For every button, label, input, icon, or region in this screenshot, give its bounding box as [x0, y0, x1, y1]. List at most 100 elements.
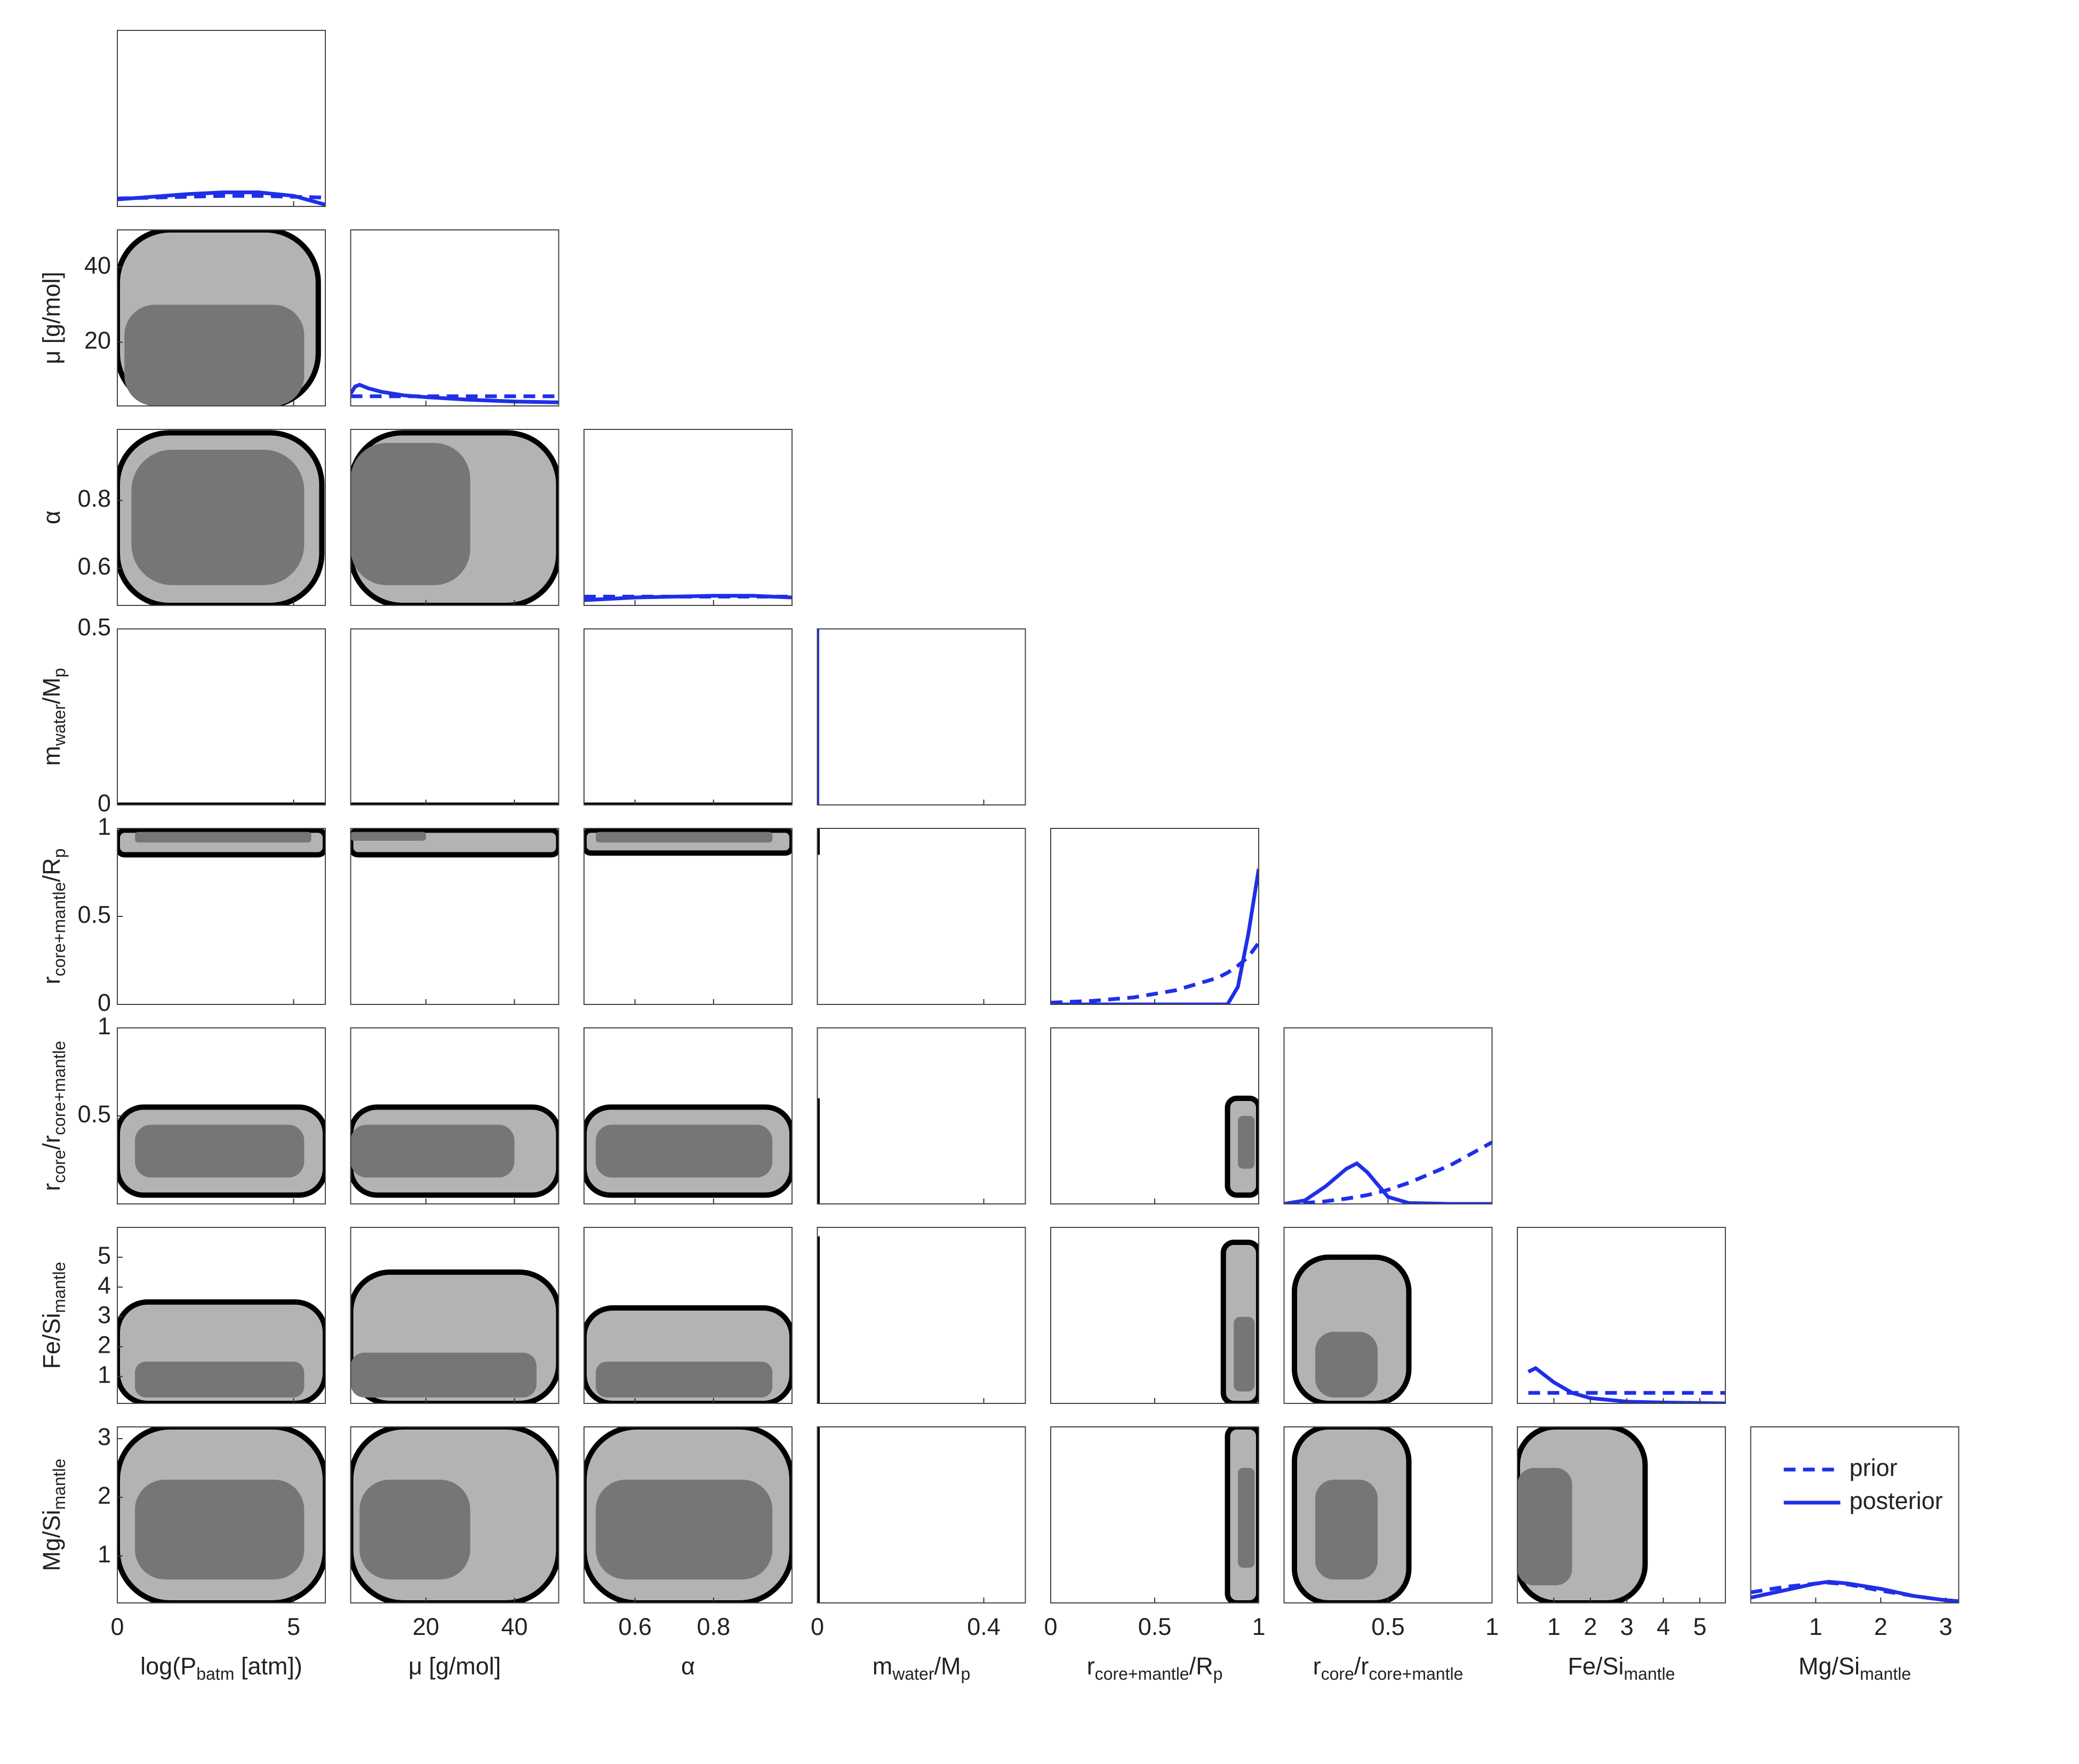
panel-bg [584, 828, 792, 1004]
label-subscript: mantle [50, 1262, 69, 1313]
label-subscript: p [1213, 1664, 1223, 1683]
panel-frame [583, 628, 793, 805]
axis-label: rcore/rcore+mantle [38, 1041, 69, 1191]
x-tick-label: 1 [1252, 1613, 1265, 1640]
panel-frame [1283, 1227, 1493, 1404]
x-tick-label: 20 [413, 1613, 439, 1640]
region-inner [135, 1124, 305, 1178]
axis-label: Fe/Simantle [38, 1262, 69, 1369]
region-inner [1517, 1468, 1572, 1585]
label-subscript: batm [196, 1664, 234, 1683]
panel-frame [117, 1027, 326, 1204]
y-tick-label: 40 [84, 252, 111, 279]
label-text: [atm]) [234, 1653, 302, 1680]
panel-frame [117, 229, 326, 406]
panel-frame [1050, 1227, 1259, 1404]
y-tick-label: 2 [98, 1331, 111, 1359]
panel [117, 190, 325, 206]
y-tick-label: 0.5 [77, 613, 111, 641]
axis-label: α [38, 510, 65, 524]
panel-frame [117, 1227, 326, 1404]
panel [117, 230, 321, 406]
panel-frame [1517, 1227, 1726, 1404]
label-text: Mg/Si [1798, 1653, 1860, 1680]
axis-label: mwater/Mp [38, 668, 69, 766]
label-subscript: core [1321, 1664, 1354, 1683]
panel-frame [117, 828, 326, 1005]
panel [584, 1427, 792, 1603]
label-text: r [38, 976, 65, 984]
panel-frame [1050, 828, 1259, 1005]
y-tick-label: 0 [98, 789, 111, 817]
panel [350, 828, 559, 858]
panel-bg [584, 629, 792, 805]
label-text: Fe/Si [38, 1313, 65, 1369]
region-inner [135, 1361, 305, 1398]
density-curve [1284, 1140, 1492, 1204]
panel-frame [1283, 1027, 1493, 1204]
x-tick-label: 40 [501, 1613, 527, 1640]
panel-frame [817, 628, 1026, 805]
panel [1051, 868, 1259, 1004]
region-inner [350, 443, 470, 585]
x-tick-label: 0.6 [618, 1613, 652, 1640]
panel [584, 594, 792, 602]
region-inner [596, 1480, 773, 1579]
x-tick-label: 0.4 [967, 1613, 1001, 1640]
panel [117, 1299, 325, 1403]
label-text: Fe/Si [1568, 1653, 1624, 1680]
panel-frame [350, 1227, 559, 1404]
panel-frame [817, 1227, 1026, 1404]
panel [350, 382, 559, 404]
y-tick-label: 3 [98, 1302, 111, 1329]
panel-frame [117, 429, 326, 606]
axis-label: α [681, 1653, 695, 1680]
y-tick-label: 20 [84, 327, 111, 354]
y-tick-label: 1 [98, 813, 111, 840]
y-tick-label: 0.8 [77, 485, 111, 512]
x-tick-label: 1 [1809, 1613, 1822, 1640]
y-tick-label: 0.5 [77, 901, 111, 928]
panel-frame [350, 828, 559, 1005]
x-tick-label: 5 [287, 1613, 300, 1640]
panel-frame [350, 429, 559, 606]
region-inner [596, 1361, 773, 1398]
label-text: /r [1354, 1653, 1369, 1680]
panel [1225, 1427, 1259, 1603]
panel-frame [350, 229, 559, 406]
region-inner [1238, 1468, 1255, 1568]
axis-label: rcore+mantle/Rp [1087, 1653, 1223, 1684]
panel-frame [1050, 1426, 1259, 1603]
x-tick-label: 0 [110, 1613, 124, 1640]
panel-frame [817, 1027, 1026, 1204]
label-text: α [681, 1653, 695, 1680]
panel [117, 1427, 325, 1603]
panel-bg [117, 828, 325, 1004]
axis-label: rcore+mantle/Rp [38, 849, 69, 985]
density-curve [584, 594, 792, 602]
panel [584, 1104, 792, 1198]
panel-bg [1051, 1427, 1259, 1603]
panel-bg [350, 230, 559, 406]
density-curve [350, 382, 559, 404]
legend-label: posterior [1850, 1487, 1943, 1514]
label-subscript: water [892, 1664, 934, 1683]
region-inner [350, 1352, 537, 1398]
panel [1220, 1239, 1259, 1403]
region-inner [124, 305, 305, 406]
panel [117, 1104, 325, 1198]
x-tick-label: 1 [1485, 1613, 1499, 1640]
panel-bg [817, 629, 1026, 805]
panel-frame [583, 1227, 793, 1404]
panel [350, 1104, 559, 1198]
panel-frame [817, 828, 1026, 1005]
label-text: log(P [140, 1653, 196, 1680]
region-inner [135, 832, 311, 843]
panel-bg [117, 30, 325, 206]
axis-label: Fe/Simantle [1568, 1653, 1675, 1684]
panel-frame [1050, 1027, 1259, 1204]
label-subscript: core+mantle [50, 1041, 69, 1135]
panel-frame [1750, 1426, 1960, 1603]
label-text: r [1087, 1653, 1095, 1680]
